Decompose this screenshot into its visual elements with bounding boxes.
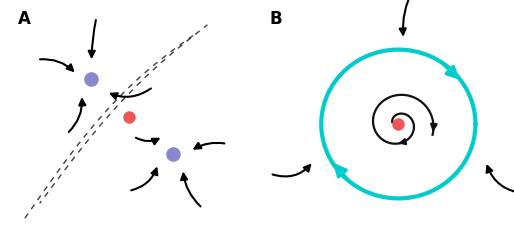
Point [87,77,96,81]
Point [169,152,177,156]
Point [394,122,402,126]
Text: A: A [17,10,30,28]
Point [124,115,133,119]
Text: B: B [270,10,283,28]
